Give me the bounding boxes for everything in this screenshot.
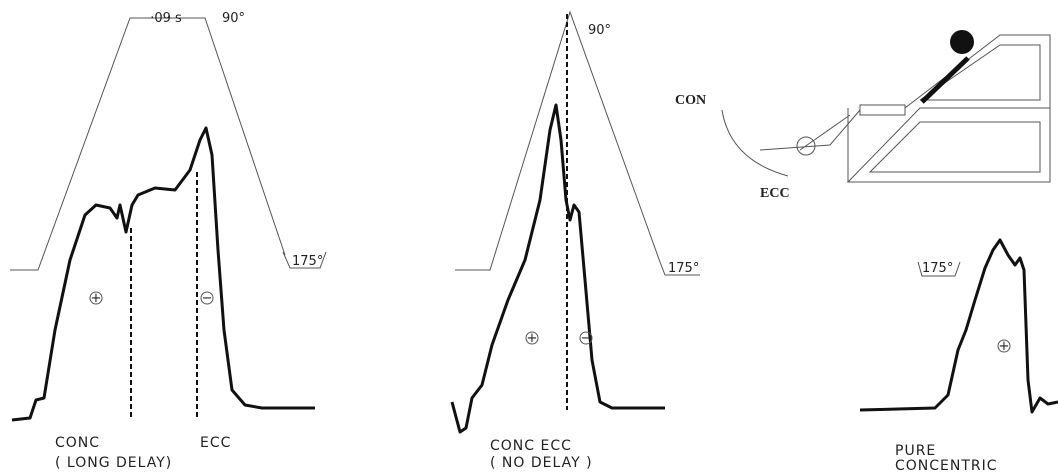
caption: ECC (200, 435, 231, 451)
panel-pure-concentric: 175° + PURE CONCENTRIC (860, 240, 1058, 473)
caption: ( NO DELAY ) (490, 455, 593, 471)
angle-trace (455, 12, 660, 270)
top-angle: 90° (222, 11, 245, 26)
caption: PURE (895, 443, 936, 459)
panel-no-delay: 90° 175° + − CONC ECC ( NO DELAY ) (452, 12, 700, 471)
minus-sign: − (202, 291, 213, 306)
bottom-angle: 175° (668, 261, 699, 276)
duration-label: ·09 s (150, 11, 182, 26)
bench (848, 35, 1050, 182)
plus-sign: + (527, 331, 538, 346)
caption: ( LONG DELAY) (55, 455, 172, 471)
plus-sign: + (91, 291, 102, 306)
bottom-angle: 175° (922, 261, 953, 276)
top-angle: 90° (588, 23, 611, 38)
force-trace (12, 128, 315, 420)
plus-sign: + (999, 339, 1010, 354)
weight (950, 30, 974, 54)
caption: CONCENTRIC (895, 458, 998, 473)
force-trace (452, 105, 665, 432)
lever-arm (860, 105, 905, 115)
con-label: CON (675, 93, 706, 108)
caption: CONC ECC (490, 438, 572, 454)
minus-sign: − (581, 331, 592, 346)
figure: ·09 s 90° 175° + − CONC ECC ( LONG DELAY… (0, 0, 1058, 473)
arc-arrow (722, 110, 788, 176)
ecc-label: ECC (760, 186, 790, 201)
panel-long-delay: ·09 s 90° 175° + − CONC ECC ( LONG DELAY… (10, 11, 326, 471)
angle-trace (10, 18, 285, 270)
apparatus: CON ECC (675, 30, 1050, 201)
caption: CONC (55, 435, 100, 451)
leg (760, 110, 860, 150)
bottom-angle: 175° (292, 254, 323, 269)
weight-rod (922, 58, 968, 102)
